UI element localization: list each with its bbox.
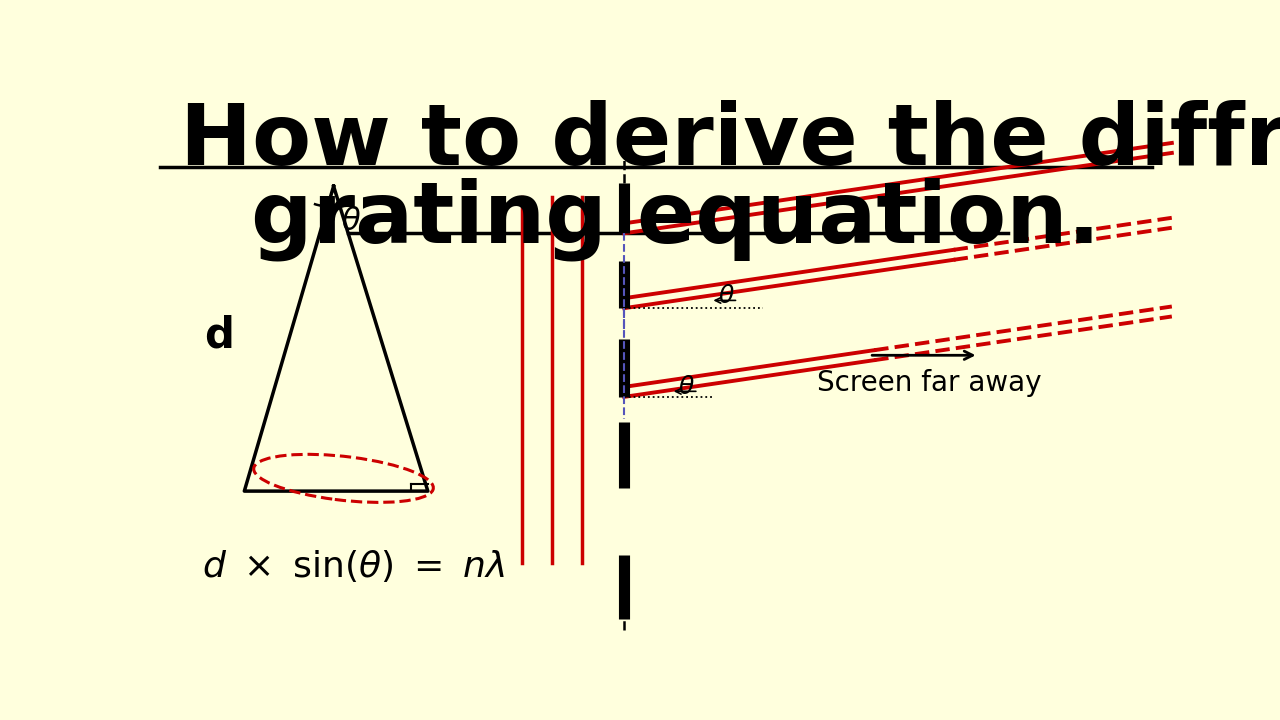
Text: θ: θ — [342, 207, 360, 236]
Text: θ: θ — [678, 375, 694, 399]
Text: $d\ \times\ \sin(\theta)\ =\ n\lambda$: $d\ \times\ \sin(\theta)\ =\ n\lambda$ — [202, 548, 506, 584]
Text: How to derive the diffraction: How to derive the diffraction — [179, 100, 1280, 184]
Text: Screen far away: Screen far away — [817, 369, 1041, 397]
Text: d: d — [205, 315, 234, 357]
Text: θ: θ — [718, 284, 733, 308]
Text: grating equation.: grating equation. — [251, 178, 1101, 261]
